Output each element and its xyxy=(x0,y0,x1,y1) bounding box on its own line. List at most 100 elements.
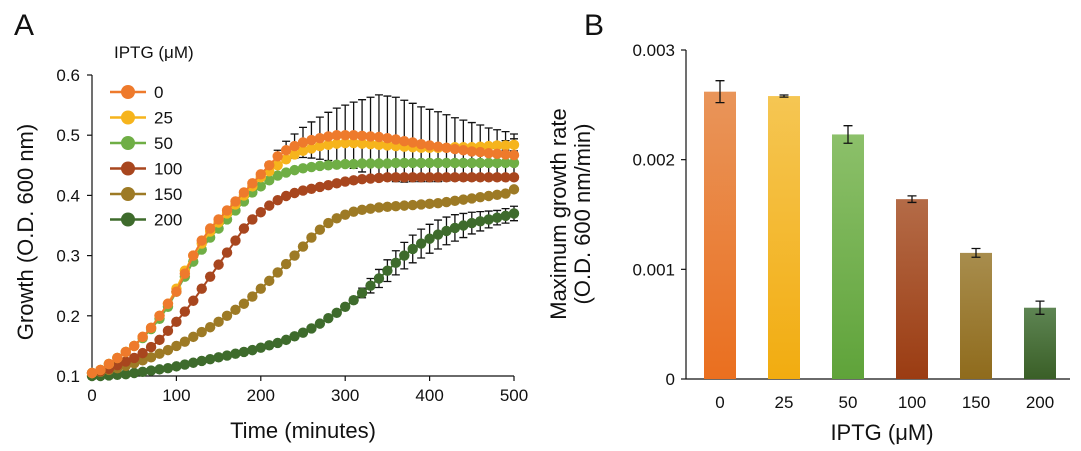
data-point-200 xyxy=(466,217,477,229)
data-point-0 xyxy=(255,169,266,180)
y-tick-label: 0.1 xyxy=(56,367,80,386)
data-point-100 xyxy=(424,172,435,183)
data-point-200 xyxy=(373,273,385,284)
data-point-150 xyxy=(137,355,148,366)
data-point-0 xyxy=(365,131,376,142)
data-point-25 xyxy=(314,140,326,152)
bar-error-25 xyxy=(779,94,789,98)
legend-label-200: 200 xyxy=(154,211,182,230)
data-point-150 xyxy=(399,200,410,211)
data-point-150 xyxy=(340,209,351,220)
x-tick-label: 300 xyxy=(331,386,359,405)
series-0 xyxy=(86,130,520,379)
data-point-150 xyxy=(390,201,402,212)
data-point-0 xyxy=(449,143,461,155)
data-point-200 xyxy=(390,257,402,269)
data-point-100 xyxy=(196,283,207,294)
data-point-100 xyxy=(373,172,385,184)
data-point-200 xyxy=(415,238,427,249)
bar-error-150 xyxy=(971,247,981,258)
data-point-50 xyxy=(373,158,385,169)
data-point-200 xyxy=(272,337,283,349)
data-point-200 xyxy=(458,220,469,231)
bar-error-50 xyxy=(843,125,853,144)
data-point-200 xyxy=(162,362,174,374)
x-tick-label: 0 xyxy=(87,386,96,405)
data-point-200 xyxy=(230,348,241,359)
data-point-0 xyxy=(188,250,199,261)
x-tick-label: 200 xyxy=(1026,393,1054,412)
data-point-0 xyxy=(103,358,115,370)
data-point-200 xyxy=(407,243,418,255)
data-point-0 xyxy=(491,148,503,160)
legend-marker-50 xyxy=(121,136,135,150)
data-point-100 xyxy=(264,200,275,211)
data-point-50 xyxy=(356,158,368,169)
data-point-150 xyxy=(508,184,520,195)
x-tick-label: 200 xyxy=(247,386,275,405)
data-point-100 xyxy=(348,175,359,186)
data-point-100 xyxy=(458,172,469,183)
data-point-150 xyxy=(441,196,452,208)
data-point-100 xyxy=(491,172,503,183)
data-point-0 xyxy=(356,130,368,142)
data-point-50 xyxy=(280,167,292,178)
data-point-0 xyxy=(230,196,241,207)
data-point-100 xyxy=(500,172,511,183)
data-point-200 xyxy=(365,280,376,291)
legend-marker-100 xyxy=(121,161,135,176)
data-point-100 xyxy=(390,172,402,183)
data-point-150 xyxy=(221,310,233,321)
data-point-200 xyxy=(500,210,511,222)
data-point-100 xyxy=(475,172,486,183)
data-point-200 xyxy=(204,353,216,365)
data-point-0 xyxy=(145,322,157,334)
data-point-150 xyxy=(280,258,292,270)
data-point-0 xyxy=(171,286,182,297)
data-point-0 xyxy=(407,137,418,148)
data-point-150 xyxy=(475,192,486,203)
data-point-200 xyxy=(289,331,300,342)
data-point-100 xyxy=(306,183,317,194)
data-point-50 xyxy=(365,158,376,169)
data-point-50 xyxy=(415,157,427,169)
data-point-50 xyxy=(289,164,300,176)
data-point-100 xyxy=(171,316,182,328)
data-point-200 xyxy=(340,301,351,312)
data-point-150 xyxy=(297,241,309,252)
data-point-0 xyxy=(432,141,444,152)
data-point-0 xyxy=(264,160,275,171)
data-point-200 xyxy=(424,233,435,244)
data-point-100 xyxy=(449,172,461,183)
data-point-200 xyxy=(356,287,368,299)
data-point-150 xyxy=(230,304,241,315)
panel-a-line-chart: A 0.10.20.30.40.50.6 0 100 200 300 400 500 Ti… xyxy=(13,9,528,443)
data-point-200 xyxy=(120,368,131,380)
data-point-100 xyxy=(280,190,292,202)
data-point-0 xyxy=(475,146,486,158)
data-point-0 xyxy=(382,133,393,144)
data-point-25 xyxy=(356,138,368,149)
data-point-100 xyxy=(340,176,351,187)
data-point-150 xyxy=(365,203,376,214)
data-point-0 xyxy=(500,149,511,160)
data-point-25 xyxy=(289,149,300,160)
data-point-100 xyxy=(221,247,233,258)
data-point-200 xyxy=(323,313,334,324)
series-100 xyxy=(86,172,520,379)
data-point-25 xyxy=(483,140,494,152)
data-point-50 xyxy=(449,157,461,169)
legend-label-50: 50 xyxy=(154,134,173,153)
data-point-0 xyxy=(297,137,309,148)
data-point-150 xyxy=(449,195,461,207)
data-point-150 xyxy=(145,352,157,363)
data-point-25 xyxy=(340,137,351,149)
data-point-25 xyxy=(382,140,393,151)
panel-a-label: A xyxy=(14,9,34,42)
data-point-0 xyxy=(280,145,292,156)
data-point-0 xyxy=(129,340,140,352)
data-point-150 xyxy=(382,201,393,213)
panel-b-y-axis-title-line2: (O.D. 600 nm/min) xyxy=(570,124,595,305)
panel-b-bar-chart: B 0 0.001 0.002 0.003 0 25 50 100 150 200 IPTG (… xyxy=(546,9,1070,445)
data-point-200 xyxy=(314,318,326,329)
